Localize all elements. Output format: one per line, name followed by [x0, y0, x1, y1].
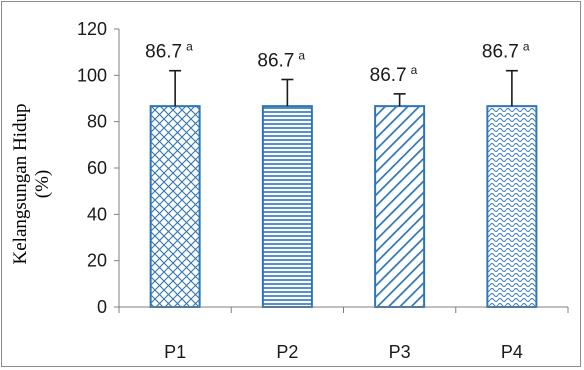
y-axis-title-line2: (%)	[32, 170, 53, 198]
bar-P4	[486, 105, 538, 308]
bar-P1	[149, 105, 201, 308]
y-tick-label-120: 120	[77, 19, 107, 39]
x-tick-label-P2: P2	[276, 342, 298, 362]
error-bars	[169, 69, 518, 107]
y-tick-label-0: 0	[97, 297, 107, 317]
data-label-P4: 86.7 a	[482, 40, 530, 63]
bar-P2	[261, 105, 313, 308]
data-label-P3: 86.7 a	[370, 63, 418, 86]
y-axis-title: Kelangsungan Hidup (%)	[10, 104, 53, 265]
x-tick-label-P1: P1	[164, 342, 186, 362]
y-tick-label-20: 20	[87, 251, 107, 271]
bar-P3	[374, 105, 426, 308]
data-labels: 86.7 a 86.7 a 86.7 a 86.7 a	[145, 40, 530, 86]
y-tick-label-80: 80	[87, 112, 107, 132]
x-tick-label-P4: P4	[501, 342, 523, 362]
x-axis-ticks: P1 P2 P3 P4	[118, 307, 569, 362]
data-label-P2: 86.7 a	[257, 49, 305, 72]
y-axis-ticks: 0 20 40 60 80 100 120	[77, 19, 119, 317]
x-tick-label-P3: P3	[389, 342, 411, 362]
y-tick-label-100: 100	[77, 65, 107, 85]
y-axis-title-line1: Kelangsungan Hidup	[10, 104, 31, 265]
y-tick-label-40: 40	[87, 204, 107, 224]
bars	[149, 105, 538, 308]
data-label-P1: 86.7 a	[145, 40, 193, 63]
y-tick-label-60: 60	[87, 158, 107, 178]
